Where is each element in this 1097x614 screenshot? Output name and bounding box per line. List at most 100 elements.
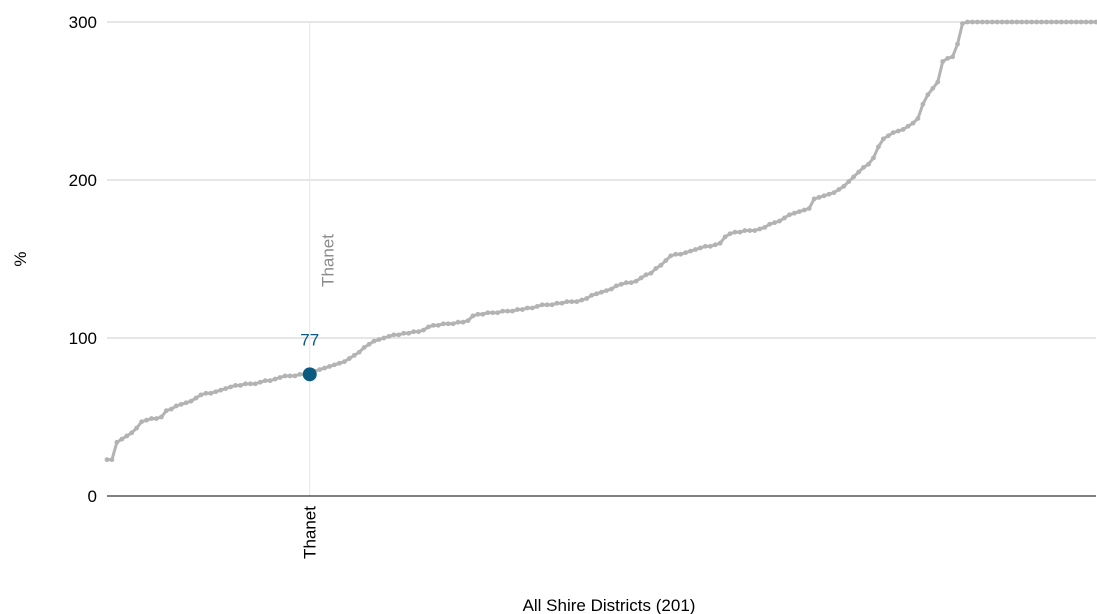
data-point[interactable] <box>539 302 545 308</box>
data-point[interactable] <box>1024 19 1030 25</box>
data-point[interactable] <box>663 258 669 263</box>
data-point[interactable] <box>801 207 807 213</box>
data-point[interactable] <box>999 19 1005 25</box>
data-point[interactable] <box>515 307 520 312</box>
data-point[interactable] <box>495 310 501 316</box>
data-point[interactable] <box>158 414 164 420</box>
data-point[interactable] <box>534 304 540 309</box>
data-point[interactable] <box>851 174 857 180</box>
data-point[interactable] <box>218 387 224 393</box>
highlight-point[interactable] <box>302 367 317 382</box>
data-point[interactable] <box>406 330 412 336</box>
data-point[interactable] <box>554 300 560 306</box>
data-point[interactable] <box>500 308 505 314</box>
data-point[interactable] <box>124 433 130 439</box>
data-point[interactable] <box>411 329 416 335</box>
data-point[interactable] <box>223 386 229 391</box>
data-point[interactable] <box>351 352 357 358</box>
data-point[interactable] <box>524 305 530 311</box>
data-point[interactable] <box>613 283 619 289</box>
data-point[interactable] <box>381 335 387 341</box>
data-point[interactable] <box>1019 19 1025 25</box>
data-point[interactable] <box>282 373 288 379</box>
data-point[interactable] <box>396 332 402 338</box>
data-point[interactable] <box>267 378 273 384</box>
data-point[interactable] <box>841 183 847 189</box>
data-point[interactable] <box>327 364 332 369</box>
data-point[interactable] <box>594 291 599 297</box>
data-point[interactable] <box>796 209 802 215</box>
data-point[interactable] <box>371 338 377 344</box>
data-point[interactable] <box>475 311 481 317</box>
data-point[interactable] <box>188 398 194 404</box>
data-point[interactable] <box>1088 19 1094 25</box>
data-point[interactable] <box>465 318 471 324</box>
data-point[interactable] <box>346 356 352 361</box>
data-point[interactable] <box>782 215 787 221</box>
data-point[interactable] <box>935 79 941 85</box>
data-point[interactable] <box>668 253 674 259</box>
data-point[interactable] <box>861 164 866 170</box>
data-point[interactable] <box>702 243 708 249</box>
data-point[interactable] <box>584 296 590 301</box>
data-point[interactable] <box>955 41 960 47</box>
data-point[interactable] <box>722 234 728 240</box>
data-point[interactable] <box>604 288 609 293</box>
data-point[interactable] <box>910 120 916 126</box>
data-point[interactable] <box>134 425 140 431</box>
data-point[interactable] <box>767 221 773 227</box>
data-point[interactable] <box>287 373 293 379</box>
data-point[interactable] <box>752 228 758 233</box>
data-point[interactable] <box>104 457 110 463</box>
data-point[interactable] <box>1014 19 1020 25</box>
data-point[interactable] <box>876 144 881 150</box>
data-point[interactable] <box>440 321 446 327</box>
data-point[interactable] <box>332 362 337 368</box>
data-point[interactable] <box>1029 19 1035 25</box>
data-point[interactable] <box>762 225 768 230</box>
data-point[interactable] <box>693 247 698 252</box>
data-point[interactable] <box>628 280 634 286</box>
data-point[interactable] <box>297 371 303 377</box>
data-point[interactable] <box>742 228 748 233</box>
data-point[interactable] <box>144 417 149 423</box>
data-point[interactable] <box>866 161 871 167</box>
data-point[interactable] <box>989 19 995 25</box>
data-point[interactable] <box>1009 19 1015 25</box>
data-point[interactable] <box>806 206 812 211</box>
data-point[interactable] <box>608 286 614 292</box>
data-point[interactable] <box>658 262 664 268</box>
data-point[interactable] <box>272 376 278 382</box>
data-point[interactable] <box>974 19 980 25</box>
data-point[interactable] <box>984 19 990 25</box>
data-point[interactable] <box>757 226 763 232</box>
data-point[interactable] <box>960 21 965 26</box>
data-point[interactable] <box>747 228 753 233</box>
data-point[interactable] <box>856 169 862 175</box>
data-point[interactable] <box>707 243 713 249</box>
data-point[interactable] <box>193 395 199 401</box>
data-point[interactable] <box>252 381 258 387</box>
data-point[interactable] <box>119 436 125 442</box>
data-point[interactable] <box>895 128 901 134</box>
data-point[interactable] <box>208 390 214 396</box>
data-point[interactable] <box>529 305 535 311</box>
data-point[interactable] <box>648 270 654 276</box>
data-point[interactable] <box>238 383 243 388</box>
data-point[interactable] <box>737 229 743 235</box>
data-point[interactable] <box>470 313 476 319</box>
data-point[interactable] <box>168 406 174 412</box>
data-point[interactable] <box>683 250 688 256</box>
data-point[interactable] <box>643 272 649 278</box>
data-point[interactable] <box>1083 19 1089 25</box>
data-point[interactable] <box>599 289 604 295</box>
data-point[interactable] <box>925 92 931 98</box>
data-point[interactable] <box>109 457 115 463</box>
data-point[interactable] <box>653 266 659 271</box>
data-point[interactable] <box>262 378 268 384</box>
data-point[interactable] <box>945 55 951 61</box>
data-point[interactable] <box>950 54 955 60</box>
data-point[interactable] <box>519 307 525 312</box>
data-point[interactable] <box>376 337 382 342</box>
data-point[interactable] <box>257 379 263 385</box>
